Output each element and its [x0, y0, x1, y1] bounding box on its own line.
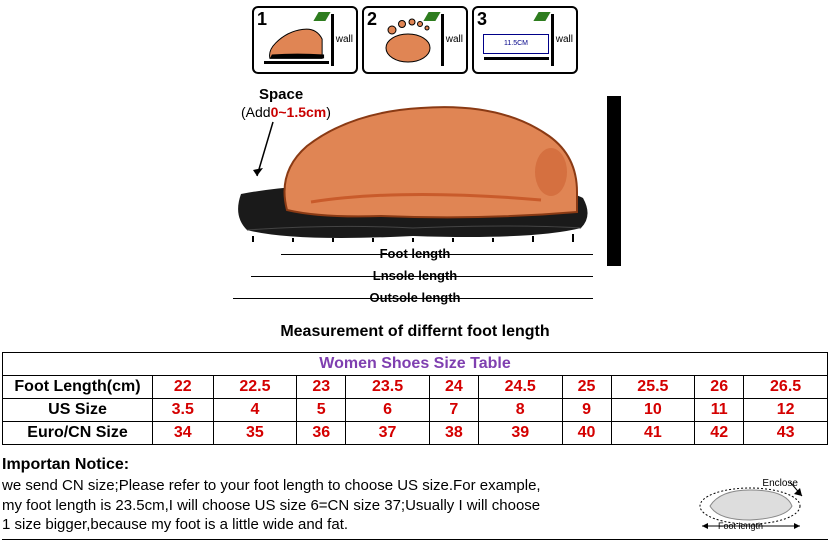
enclose-label: Enclose — [762, 478, 798, 489]
row-foot-length: Foot Length(cm) 22 22.5 23 23.5 24 24.5 … — [3, 376, 828, 399]
wall-bar-2 — [441, 14, 444, 66]
foot-length-label: Foot length — [380, 246, 451, 261]
ruler-icon: 11.5CM — [483, 34, 549, 54]
step-num-3: 3 — [477, 9, 487, 30]
foot-main-icon — [281, 102, 581, 224]
space-label: Space — [259, 86, 303, 103]
footprint-icon — [378, 12, 438, 66]
base-3 — [484, 57, 549, 60]
row-label-us: US Size — [3, 399, 153, 422]
size-table: Women Shoes Size Table Foot Length(cm) 2… — [2, 352, 828, 445]
wall-label-2: wall — [446, 34, 463, 45]
outsole-length-label: Outsole length — [370, 290, 461, 305]
table-title: Women Shoes Size Table — [3, 353, 828, 376]
measure-caption: Measurement of differnt foot length — [0, 323, 830, 341]
accent-3 — [533, 12, 550, 21]
lnsole-length-label: Lnsole length — [373, 268, 458, 283]
accent-1 — [313, 12, 330, 21]
steps-row: 1 wall 2 wall 3 wall 11.5CM — [252, 6, 578, 74]
step-1: 1 wall — [252, 6, 358, 74]
wall-main — [607, 96, 621, 266]
row-label-cn: Euro/CN Size — [3, 422, 153, 445]
step-3: 3 wall 11.5CM — [472, 6, 578, 74]
row-euro-cn: Euro/CN Size 34 35 36 37 38 39 40 41 42 … — [3, 422, 828, 445]
wall-label-3: wall — [556, 34, 573, 45]
base-1 — [264, 61, 329, 64]
foot-length-small: Foot length — [718, 521, 763, 531]
step-num-1: 1 — [257, 9, 267, 30]
space-arrow-icon — [253, 120, 293, 180]
row-label-fl: Foot Length(cm) — [3, 376, 153, 399]
ruler-value: 11.5CM — [504, 40, 528, 47]
notice-text: we send CN size;Please refer to your foo… — [2, 476, 662, 535]
wall-label-1: wall — [336, 34, 353, 45]
step-2: 2 wall — [362, 6, 468, 74]
main-diagram: Space (Add0~1.5cm) Foot length Lnsole le… — [205, 86, 625, 316]
notice-section: Importan Notice: we send CN size;Please … — [2, 456, 828, 540]
wall-bar-3 — [551, 14, 554, 66]
enclose-diagram: Enclose Foot length — [690, 472, 820, 530]
row-us-size: US Size 3.5 4 5 6 7 8 9 10 11 12 — [3, 399, 828, 422]
step-num-2: 2 — [367, 9, 377, 30]
wall-bar-1 — [331, 14, 334, 66]
foot-side-icon — [268, 21, 326, 61]
